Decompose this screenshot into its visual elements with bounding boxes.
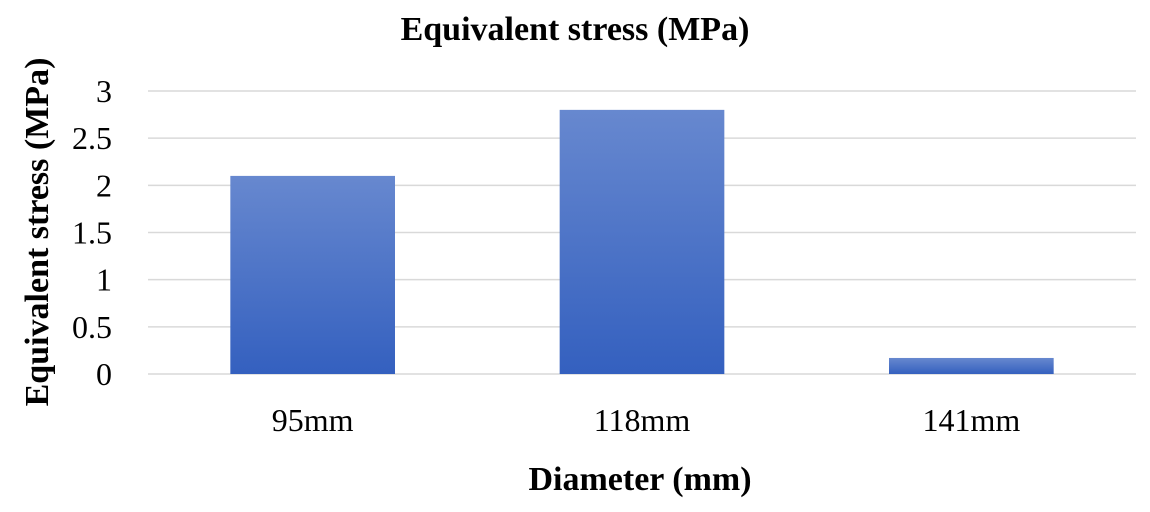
chart-title: Equivalent stress (MPa) <box>401 11 750 48</box>
x-tick-label: 95mm <box>272 402 354 438</box>
x-tick-label: 118mm <box>594 402 691 438</box>
bar-118mm <box>559 109 725 374</box>
bar-141mm <box>889 357 1054 374</box>
y-tick-label: 0 <box>96 356 112 392</box>
x-tick-label: 141mm <box>922 402 1020 438</box>
x-axis-ticks: 95mm 118mm 141mm <box>272 402 1021 438</box>
y-tick-label: 1 <box>96 262 112 298</box>
y-tick-label: 2 <box>96 167 112 203</box>
y-axis-title: Equivalent stress (MPa) <box>19 58 56 407</box>
x-axis-title: Diameter (mm) <box>528 461 751 498</box>
bars <box>230 109 1054 374</box>
y-tick-label: 0.5 <box>72 309 112 345</box>
y-tick-label: 1.5 <box>72 215 112 251</box>
y-tick-label: 2.5 <box>72 120 112 156</box>
y-tick-label: 3 <box>96 73 112 109</box>
bar-95mm <box>230 175 395 374</box>
y-axis-ticks: 0 0.5 1 1.5 2 2.5 3 <box>72 73 112 392</box>
